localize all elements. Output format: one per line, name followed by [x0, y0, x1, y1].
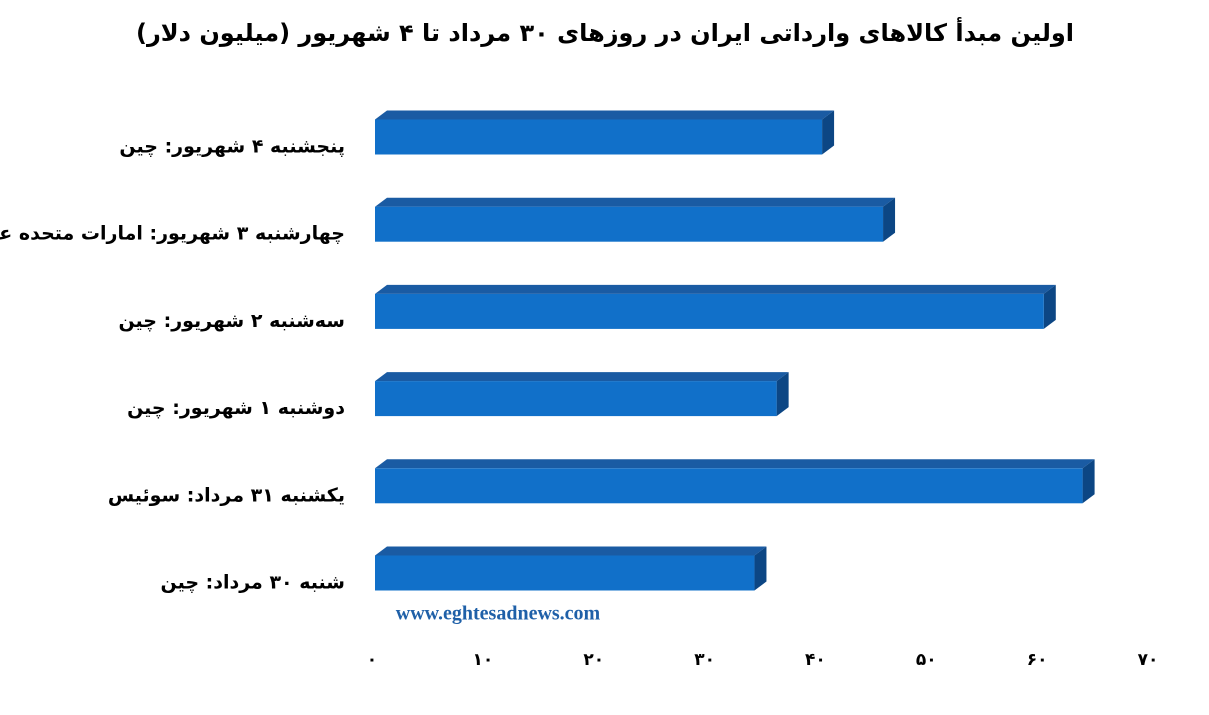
bar — [375, 381, 777, 417]
y-tick-label: پنجشنبه ۴ شهریور: چین — [119, 136, 345, 158]
bar-side — [1082, 459, 1095, 504]
x-tick-label: ۵۰ — [916, 650, 937, 670]
x-tick-label: ۳۰ — [694, 650, 715, 670]
bar — [375, 206, 884, 242]
y-tick-label: چهارشنبه ۳ شهریور: امارات متحده عربی — [0, 223, 345, 245]
x-tick-label: ۰ — [367, 650, 377, 670]
bar-side — [776, 372, 789, 417]
watermark: www.eghtesadnews.com — [396, 603, 601, 625]
x-tick-label: ۱۰ — [472, 650, 493, 670]
y-tick-label: شنبه ۳۰ مرداد: چین — [160, 572, 345, 594]
bar-top — [375, 459, 1095, 469]
y-tick-label: دوشنبه ۱ شهریور: چین — [127, 397, 345, 419]
bar-top — [375, 284, 1056, 294]
y-tick-label: یکشنبه ۳۱ مرداد: سوئیس — [108, 484, 345, 506]
bar — [375, 468, 1083, 504]
bar-top — [375, 110, 835, 120]
bar-top — [375, 372, 789, 382]
bar-side — [1043, 284, 1056, 329]
x-tick-label: ۶۰ — [1027, 650, 1048, 670]
x-tick-label: ۲۰ — [583, 650, 604, 670]
bar-side — [883, 197, 896, 242]
bar-top — [375, 197, 896, 207]
x-tick-label: ۷۰ — [1138, 650, 1159, 670]
bar-top — [375, 546, 767, 556]
x-tick-label: ۴۰ — [805, 650, 826, 670]
bar-side — [754, 546, 767, 591]
bar — [375, 119, 823, 155]
bar — [375, 293, 1044, 329]
bar-side — [822, 110, 835, 155]
chart-title: اولین مبدأ کالاهای وارداتی ایران در روزه… — [136, 17, 1074, 47]
y-tick-label: سه‌شنبه ۲ شهریور: چین — [118, 310, 345, 332]
bar — [375, 555, 755, 591]
